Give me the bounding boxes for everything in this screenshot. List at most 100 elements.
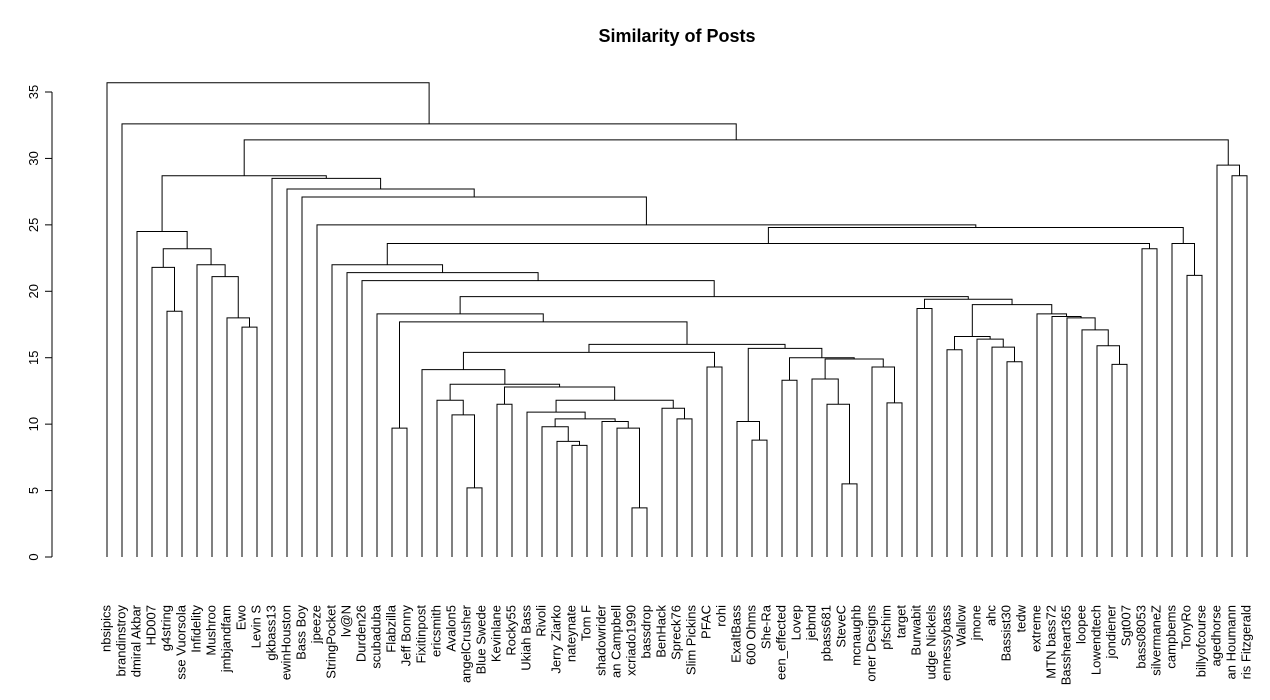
leaf-label: xcriado1990 xyxy=(623,605,638,676)
leaf-label: jebmd xyxy=(803,605,818,641)
leaf-label: StringPocket xyxy=(323,605,338,679)
leaf-label: Flabzilla xyxy=(383,604,398,652)
branch xyxy=(736,420,760,557)
leaf-label: Burwabit xyxy=(908,605,923,656)
chart-title: Similarity of Posts xyxy=(598,26,755,46)
leaf-label: Bass Boy xyxy=(293,605,308,660)
leaf-label: billyofcourse xyxy=(1193,605,1208,677)
branch xyxy=(554,418,616,427)
leaf-label: pbass681 xyxy=(818,605,833,661)
leaf-label: scubaduba xyxy=(368,604,383,668)
leaf-label: nbsipics xyxy=(98,605,113,652)
leaf-label: campbems xyxy=(1163,605,1178,669)
leaf-label: Ewo xyxy=(233,605,248,630)
branch xyxy=(399,321,688,429)
leaf-label: an Houmann xyxy=(1223,605,1238,679)
leaf-label: oner Designs xyxy=(863,605,878,682)
branch xyxy=(286,188,475,557)
leaf-label: Infidelity xyxy=(188,605,203,653)
leaf-label: jpeeze xyxy=(308,605,323,644)
leaf-label: bass08053 xyxy=(1133,605,1148,669)
leaf-label: SteveC xyxy=(833,605,848,648)
branch xyxy=(121,123,737,557)
branch xyxy=(226,317,250,557)
branch xyxy=(462,351,715,370)
leaf-label: PFAC xyxy=(698,605,713,639)
leaf-label: Fixitinpost xyxy=(413,605,428,664)
leaf-label: mcnaughb xyxy=(848,605,863,666)
leaf-label: Blue Swede xyxy=(473,605,488,674)
leaf-label: Durden26 xyxy=(353,605,368,662)
leaf-label: een_effected xyxy=(773,605,788,680)
leaf-label: brandinstroy xyxy=(113,605,128,677)
y-tick-label: 0 xyxy=(26,553,41,560)
branch xyxy=(243,139,1229,176)
branch xyxy=(436,399,464,557)
branch xyxy=(1186,274,1203,557)
branch xyxy=(1066,317,1096,557)
branch xyxy=(346,272,539,557)
branch xyxy=(971,304,1053,337)
branch xyxy=(1171,242,1195,557)
leaf-label: Bassist30 xyxy=(998,605,1013,661)
branch xyxy=(976,338,1004,557)
leaf-label: loopee xyxy=(1073,605,1088,644)
branch xyxy=(555,399,674,413)
branch xyxy=(1216,164,1240,557)
leaf-label: ennessybass xyxy=(938,605,953,681)
leaf-label: bassdrop xyxy=(638,605,653,658)
branch xyxy=(376,313,544,557)
leaf-label: jmbjandfam xyxy=(218,605,233,673)
branch xyxy=(331,264,444,557)
leaf-label: MTN bass72 xyxy=(1043,605,1058,679)
branch xyxy=(211,276,239,557)
leaf-label: Sgt007 xyxy=(1118,605,1133,646)
leaf-label: gkbass13 xyxy=(263,605,278,661)
branch xyxy=(449,383,561,401)
branch xyxy=(106,82,430,557)
branch xyxy=(166,310,183,557)
leaf-label: Mushroo xyxy=(203,605,218,656)
leaf-label: angelCrusher xyxy=(458,604,473,683)
leaf-label: udge Nickels xyxy=(923,605,938,680)
branch xyxy=(1141,248,1158,557)
branch xyxy=(616,427,640,557)
branch xyxy=(751,439,768,557)
leaf-label: Kevinlane xyxy=(488,605,503,662)
branch xyxy=(1096,345,1120,557)
leaf-label: BenHack xyxy=(653,605,668,658)
leaf-label: Bassheart365 xyxy=(1058,605,1073,685)
branch xyxy=(459,296,969,314)
leaf-label: extreme xyxy=(1028,605,1043,652)
leaf-label: lv@N xyxy=(338,605,353,637)
leaf-label: Levin S xyxy=(248,605,263,649)
branch xyxy=(588,343,786,353)
branch xyxy=(661,407,685,557)
branch xyxy=(824,358,884,379)
branch xyxy=(571,444,588,557)
leaf-label: ericsmith xyxy=(428,605,443,657)
y-tick-label: 20 xyxy=(26,284,41,298)
branch xyxy=(946,349,963,557)
branch xyxy=(451,414,475,557)
branch xyxy=(841,483,858,557)
branch xyxy=(826,403,850,557)
leaf-label: silvermaneZ xyxy=(1148,605,1163,676)
branch xyxy=(924,298,1013,309)
leaf-label: target xyxy=(893,605,908,639)
leaf-label: Spreck76 xyxy=(668,605,683,660)
leaf-label: jondiener xyxy=(1103,604,1118,659)
branch xyxy=(871,366,895,557)
leaf-label: 600 Ohms xyxy=(743,605,758,665)
leaf-label: Lowendtech xyxy=(1088,605,1103,675)
branch xyxy=(241,326,258,557)
leaf-label: nateynate xyxy=(563,605,578,662)
branch xyxy=(991,346,1015,557)
leaf-label: TonyRo xyxy=(1178,605,1193,649)
branch xyxy=(301,196,647,557)
leaf-label: rohi xyxy=(713,605,728,627)
y-tick-label: 30 xyxy=(26,151,41,165)
branch xyxy=(811,378,839,557)
branch xyxy=(196,264,226,557)
